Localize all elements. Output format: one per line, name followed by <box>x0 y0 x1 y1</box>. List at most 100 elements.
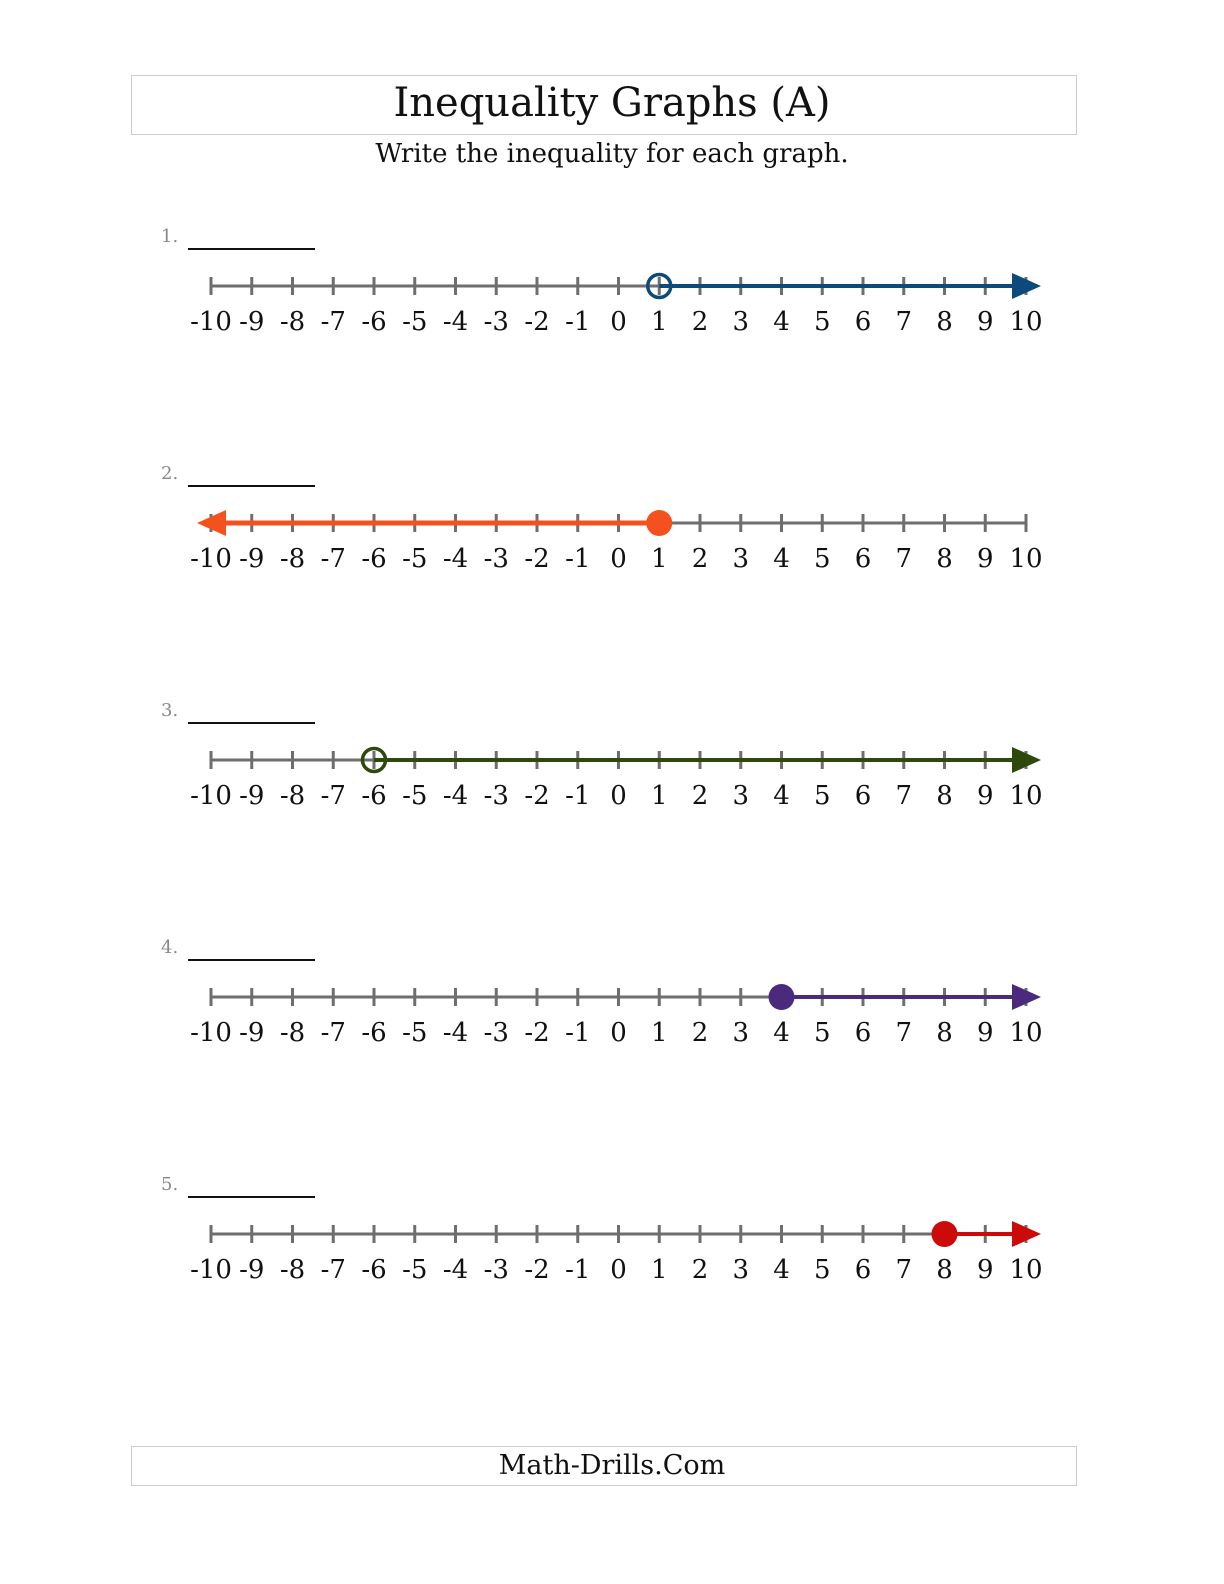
tick-label: 10 <box>1009 1018 1042 1048</box>
tick-label: 1 <box>651 544 668 574</box>
tick-label: -6 <box>361 307 386 337</box>
tick-label: 4 <box>773 544 790 574</box>
tick-label: 7 <box>895 1255 912 1285</box>
tick-label: -3 <box>484 1255 509 1285</box>
open-point <box>360 746 388 774</box>
tick-label: 6 <box>855 307 872 337</box>
answer-line[interactable] <box>188 248 315 250</box>
tick-label: -5 <box>402 1018 427 1048</box>
tick-label: -5 <box>402 307 427 337</box>
number-line: -10 -9 -8 -7 -6 -5 -4 -3 -2 -1 0 1 2 3 4 5 6 7 8 9 10 <box>190 272 1043 337</box>
footer-box <box>131 1446 1077 1486</box>
number-line: -10 -9 -8 -7 -6 -5 -4 -3 -2 -1 0 1 2 3 4 5 6 7 8 9 10 <box>190 746 1043 811</box>
tick-label: 6 <box>855 1255 872 1285</box>
number-line: -10 -9 -8 -7 -6 -5 -4 -3 -2 -1 0 1 2 3 4 5 6 7 8 9 10 <box>190 510 1043 574</box>
answer-line[interactable] <box>188 959 315 961</box>
problem-5: 5. -10 -9 -8 -7 -6 -5 -4 -3 -2 -1 0 1 2 3 4 5 6 7 8 9 10 <box>0 1174 1224 1374</box>
tick-label: 10 <box>1009 781 1042 811</box>
tick-label: -2 <box>524 307 549 337</box>
tick-label: -4 <box>443 307 468 337</box>
tick-label: 2 <box>692 544 709 574</box>
tick-label: 5 <box>814 781 831 811</box>
tick-label: 9 <box>977 1018 994 1048</box>
tick-label: 1 <box>651 1255 668 1285</box>
tick-label: -6 <box>361 781 386 811</box>
tick-label: -4 <box>443 781 468 811</box>
tick-label: 6 <box>855 781 872 811</box>
number-line: -10 -9 -8 -7 -6 -5 -4 -3 -2 -1 0 1 2 3 4 5 6 7 8 9 10 <box>190 984 1043 1048</box>
instructions: Write the inequality for each graph. <box>375 139 849 169</box>
tick-label: -8 <box>280 544 305 574</box>
tick-label: -8 <box>280 1018 305 1048</box>
tick-label: -9 <box>239 307 264 337</box>
tick-label: 5 <box>814 307 831 337</box>
tick-label: 4 <box>773 781 790 811</box>
tick-label: 0 <box>610 781 627 811</box>
tick-label: -10 <box>190 1255 232 1285</box>
tick-label: 9 <box>977 544 994 574</box>
tick-label: -6 <box>361 1255 386 1285</box>
tick-label: 2 <box>692 1018 709 1048</box>
tick-label: -6 <box>361 1018 386 1048</box>
tick-label: -8 <box>280 781 305 811</box>
tick-label: 6 <box>855 544 872 574</box>
tick-label: 1 <box>651 307 668 337</box>
tick-label: 3 <box>732 307 749 337</box>
tick-label: -10 <box>190 781 232 811</box>
answer-line[interactable] <box>188 722 315 724</box>
tick-label: -4 <box>443 544 468 574</box>
tick-label: 8 <box>936 1255 953 1285</box>
tick-label: 8 <box>936 781 953 811</box>
closed-point <box>931 1221 958 1247</box>
tick-label: 3 <box>732 1255 749 1285</box>
tick-label: -2 <box>524 1255 549 1285</box>
tick-label: -3 <box>484 781 509 811</box>
tick-label: 0 <box>610 544 627 574</box>
tick-label: -8 <box>280 1255 305 1285</box>
tick-label: 0 <box>610 307 627 337</box>
problem-number: 2. <box>161 463 179 484</box>
tick-label: -7 <box>321 1255 346 1285</box>
tick-label: 8 <box>936 1018 953 1048</box>
tick-label: -5 <box>402 544 427 574</box>
tick-label: -9 <box>239 1018 264 1048</box>
tick-label: 1 <box>651 1018 668 1048</box>
tick-label: -2 <box>524 781 549 811</box>
answer-line[interactable] <box>188 1196 315 1198</box>
tick-label: -7 <box>321 544 346 574</box>
problem-3: 3. -10 -9 -8 -7 -6 -5 -4 -3 -2 -1 0 1 2 3 4 5 6 7 8 9 10 <box>0 700 1224 900</box>
tick-label: 9 <box>977 307 994 337</box>
closed-point <box>768 984 795 1010</box>
tick-label: -10 <box>190 1018 232 1048</box>
problem-number: 4. <box>161 937 179 958</box>
tick-label: 10 <box>1009 307 1042 337</box>
tick-label: -1 <box>565 1018 590 1048</box>
tick-label: 7 <box>895 781 912 811</box>
problem-2: 2. -10 -9 -8 -7 -6 -5 -4 -3 -2 -1 0 1 2 3 4 5 6 7 8 9 10 <box>0 463 1224 663</box>
tick-label: -7 <box>321 781 346 811</box>
tick-label: 2 <box>692 307 709 337</box>
tick-label: 8 <box>936 307 953 337</box>
tick-label: 1 <box>651 781 668 811</box>
tick-label: 4 <box>773 307 790 337</box>
tick-label: -8 <box>280 307 305 337</box>
tick-label: -5 <box>402 781 427 811</box>
tick-label: -7 <box>321 1018 346 1048</box>
answer-line[interactable] <box>188 485 315 487</box>
tick-label: 5 <box>814 544 831 574</box>
tick-label: -9 <box>239 781 264 811</box>
tick-label: 0 <box>610 1255 627 1285</box>
arrow-right-icon <box>1012 984 1041 1010</box>
tick-label: -2 <box>524 544 549 574</box>
tick-label: -9 <box>239 544 264 574</box>
tick-label: -1 <box>565 1255 590 1285</box>
problem-4: 4. -10 -9 -8 -7 -6 -5 -4 -3 -2 -1 0 1 2 3 4 5 6 7 8 9 10 <box>0 937 1224 1137</box>
tick-label: 5 <box>814 1018 831 1048</box>
tick-label: 3 <box>732 544 749 574</box>
problem-1: 1. -10 -9 -8 -7 -6 -5 -4 -3 -2 -1 0 1 2 3 4 5 6 7 8 9 10 <box>0 226 1224 426</box>
tick-label: -10 <box>190 544 232 574</box>
tick-label: -3 <box>484 1018 509 1048</box>
tick-label: -6 <box>361 544 386 574</box>
tick-label: -7 <box>321 307 346 337</box>
tick-label: -4 <box>443 1018 468 1048</box>
